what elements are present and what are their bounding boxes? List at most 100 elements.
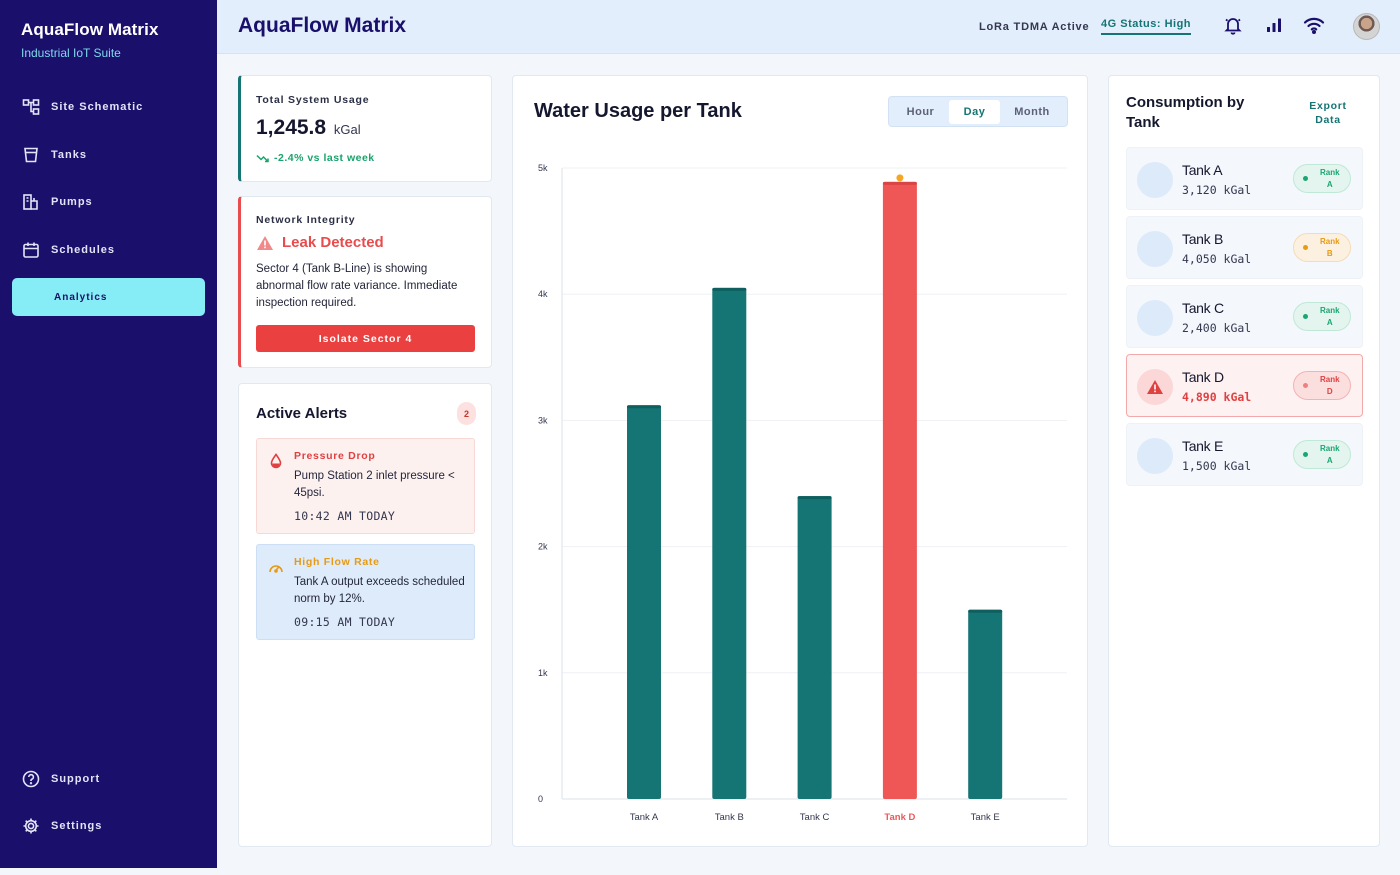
rank-value: A <box>1326 317 1333 327</box>
rank-badge: Rank A <box>1293 302 1351 331</box>
tank-avatar <box>1137 300 1173 336</box>
brand: AquaFlow Matrix Industrial IoT Suite <box>21 20 159 60</box>
sidebar-item-analytics[interactable]: Analytics <box>12 278 205 316</box>
x-tick-label: Tank A <box>630 812 659 823</box>
gear-icon <box>22 817 40 835</box>
alert-pressure-drop[interactable]: Pressure Drop Pump Station 2 inlet press… <box>256 438 475 534</box>
active-alerts-card: Active Alerts 2 Pressure Drop Pump Stati… <box>238 383 492 847</box>
bar-tank-d <box>882 181 917 799</box>
tank-name: Tank A <box>1182 162 1223 178</box>
rank-badge: Rank B <box>1293 233 1351 262</box>
sidebar-item-schedules[interactable]: Schedules <box>0 231 217 269</box>
top-header: AquaFlow Matrix LoRa TDMA Active 4G Stat… <box>217 0 1400 54</box>
rank-label: Rank <box>1320 305 1340 315</box>
tab-hour[interactable]: Hour <box>906 105 935 118</box>
x-tick-label: Tank E <box>971 812 1000 823</box>
wifi-icon[interactable] <box>1303 14 1325 36</box>
alert-time: 09:15 AM TODAY <box>294 615 396 629</box>
usage-unit: kGal <box>333 122 361 137</box>
signal-bars-icon[interactable] <box>1263 14 1285 36</box>
bar-cap <box>627 405 661 409</box>
rank-badge: Rank A <box>1293 164 1351 193</box>
tank-name: Tank E <box>1182 438 1223 454</box>
rank-value: D <box>1326 386 1333 396</box>
avatar[interactable] <box>1353 13 1380 40</box>
tab-month[interactable]: Month <box>1014 105 1050 118</box>
sidebar-item-support[interactable]: Support <box>0 760 217 798</box>
rank-dot <box>1303 383 1308 388</box>
y-tick-label: 5k <box>538 163 548 173</box>
bar-tank-c <box>797 496 832 799</box>
droplet-icon <box>268 453 284 469</box>
tank-avatar <box>1137 162 1173 198</box>
tank-row-b[interactable]: Tank B 4,050 kGal Rank B <box>1126 216 1363 279</box>
tank-avatar <box>1137 231 1173 267</box>
tank-avatar <box>1137 369 1173 405</box>
usage-value: 1,245.8 kGal <box>256 116 361 140</box>
x-tick-label: Tank D <box>884 812 915 823</box>
bell-icon[interactable] <box>1222 14 1244 36</box>
sidebar-item-settings[interactable]: Settings <box>0 807 217 845</box>
tank-icon <box>22 146 40 164</box>
tank-value: 4,890 kGal <box>1182 390 1252 404</box>
isolate-sector-button[interactable]: Isolate Sector 4 <box>256 325 475 352</box>
water-usage-chart: 0 1k 2k 3k 4k 5k Tank A Tank B Tank C Tank D Tank … <box>538 163 1067 823</box>
tank-name: Tank C <box>1182 300 1224 316</box>
tank-row-d[interactable]: Tank D 4,890 kGal Rank D <box>1126 354 1363 417</box>
tank-row-a[interactable]: Tank A 3,120 kGal Rank A <box>1126 147 1363 210</box>
rank-dot <box>1303 452 1308 457</box>
sidebar-item-label: Pumps <box>51 196 93 208</box>
tank-row-c[interactable]: Tank C 2,400 kGal Rank A <box>1126 285 1363 348</box>
leak-label: Network Integrity <box>256 214 356 226</box>
time-range-toggle: Hour Day Month <box>888 96 1068 127</box>
consumption-card: Consumption by Tank Export Data Tank A 3… <box>1108 75 1380 847</box>
chart-title: Water Usage per Tank <box>534 100 742 122</box>
usage-trend: -2.4% vs last week <box>256 152 375 164</box>
gauge-icon <box>268 559 284 575</box>
sidebar-item-pumps[interactable]: Pumps <box>0 183 217 221</box>
leak-card: Network Integrity Leak Detected Sector 4… <box>238 196 492 368</box>
alerts-count-badge: 2 <box>457 402 476 425</box>
bar-cap <box>968 609 1003 613</box>
tank-value: 1,500 kGal <box>1182 459 1252 473</box>
sidebar-bottom: Support Settings <box>0 760 217 854</box>
help-icon <box>22 770 40 788</box>
bar-cap <box>882 181 917 185</box>
y-tick-label: 4k <box>538 289 548 299</box>
sidebar-item-label: Analytics <box>54 291 108 303</box>
rank-value: B <box>1326 248 1333 258</box>
calendar-icon <box>22 241 40 259</box>
rank-badge: Rank A <box>1293 440 1351 469</box>
alert-title: High Flow Rate <box>294 556 380 568</box>
sidebar-item-tanks[interactable]: Tanks <box>0 136 217 174</box>
x-tick-label: Tank C <box>800 812 830 823</box>
tank-value: 3,120 kGal <box>1182 183 1252 197</box>
consumption-title: Consumption by Tank <box>1126 94 1245 131</box>
export-data-button[interactable]: Export Data <box>1309 100 1347 126</box>
lora-status: LoRa TDMA Active <box>979 21 1090 33</box>
tank-value: 2,400 kGal <box>1182 321 1252 335</box>
warning-icon <box>256 235 274 251</box>
bar-tank-a <box>627 405 661 799</box>
bar-tank-e <box>968 609 1003 799</box>
tank-avatar <box>1137 438 1173 474</box>
x-tick-label: Tank B <box>715 812 744 823</box>
pump-icon <box>22 193 40 211</box>
tab-day[interactable]: Day <box>949 99 1000 124</box>
alert-time: 10:42 AM TODAY <box>294 509 396 523</box>
y-tick-label: 1k <box>538 668 548 678</box>
tank-name: Tank B <box>1182 231 1223 247</box>
sidebar-item-site-schematic[interactable]: Site Schematic <box>0 88 217 126</box>
trend-down-icon <box>256 154 269 163</box>
alert-high-flow-rate[interactable]: High Flow Rate Tank A output exceeds sch… <box>256 544 475 640</box>
rank-label: Rank <box>1320 443 1340 453</box>
4g-status-link[interactable]: 4G Status: High <box>1101 18 1192 35</box>
tank-row-e[interactable]: Tank E 1,500 kGal Rank A <box>1126 423 1363 486</box>
rank-value: A <box>1326 179 1333 189</box>
trend-text: -2.4% vs last week <box>274 152 375 164</box>
bar-cap <box>797 496 832 500</box>
peak-marker <box>896 174 904 182</box>
sidebar: AquaFlow Matrix Industrial IoT Suite Sit… <box>0 0 217 868</box>
sidebar-item-label: Site Schematic <box>51 101 144 113</box>
rank-dot <box>1303 245 1308 250</box>
